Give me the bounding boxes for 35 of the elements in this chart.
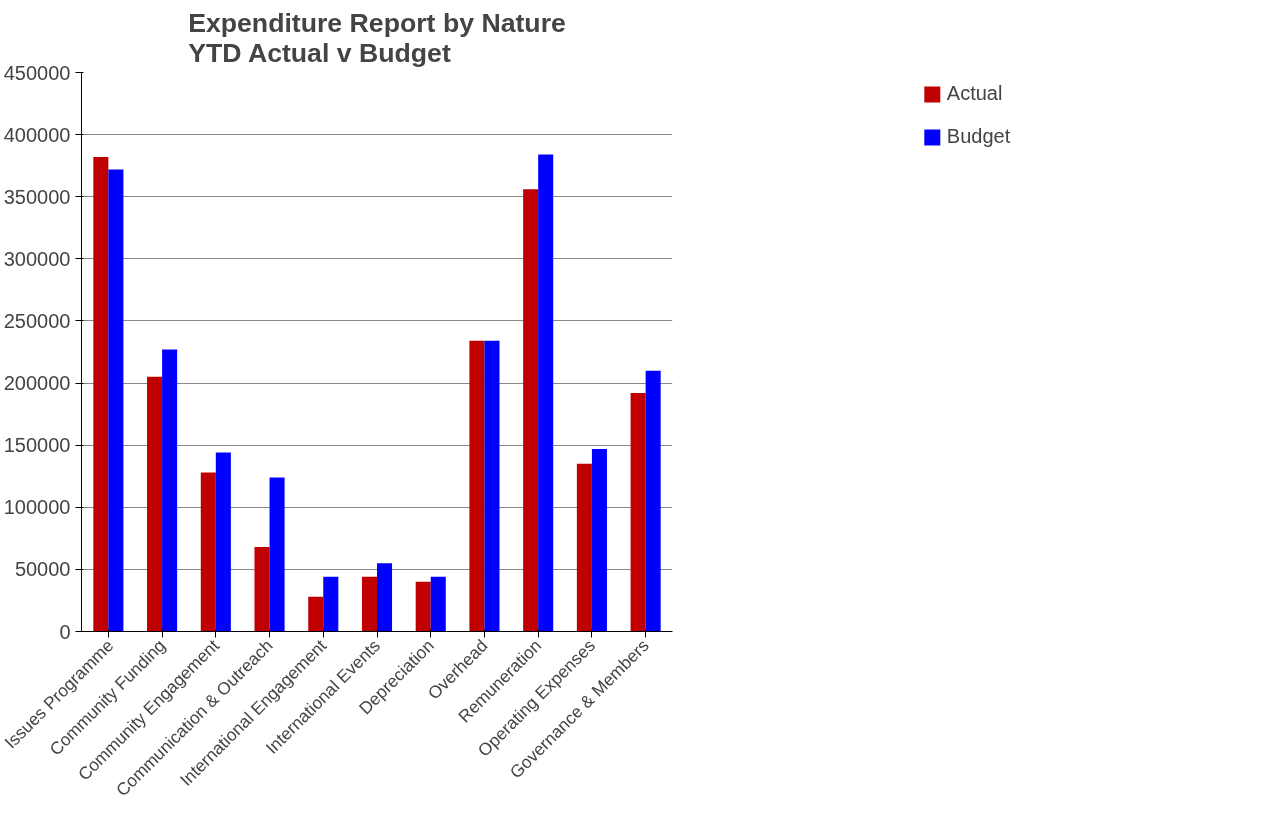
bar [361, 576, 377, 632]
bar [269, 477, 285, 632]
y-tick-label: 400000 [3, 123, 71, 146]
y-tick-label: 50000 [14, 558, 71, 581]
bar [430, 576, 446, 632]
y-tick-label: 350000 [3, 185, 71, 208]
bar [469, 340, 485, 632]
bar [108, 169, 124, 632]
bar [523, 189, 539, 632]
bar [308, 596, 324, 632]
y-tick-label: 250000 [3, 309, 71, 332]
bar [645, 370, 661, 632]
y-tick-label: 450000 [3, 61, 71, 84]
y-tick-label: 150000 [3, 434, 71, 457]
bar [254, 547, 270, 632]
bar [215, 452, 231, 632]
bar [576, 463, 592, 632]
bar [93, 156, 109, 632]
bar [630, 392, 646, 632]
bar [591, 448, 607, 632]
bar [200, 472, 216, 632]
bar [323, 576, 339, 632]
bar [538, 154, 554, 632]
chart-title: Expenditure Report by Nature YTD Actual v Budget [188, 7, 566, 68]
bar [147, 376, 163, 632]
bar [162, 349, 178, 632]
bar [484, 340, 500, 632]
bar [415, 581, 431, 632]
legend-label: Actual [946, 82, 1003, 105]
legend-label: Budget [946, 125, 1011, 148]
bar [377, 563, 393, 632]
y-tick-label: 100000 [3, 496, 71, 519]
y-tick-label: 0 [59, 620, 71, 643]
y-tick-label: 200000 [3, 372, 71, 395]
y-tick-label: 300000 [3, 247, 71, 270]
